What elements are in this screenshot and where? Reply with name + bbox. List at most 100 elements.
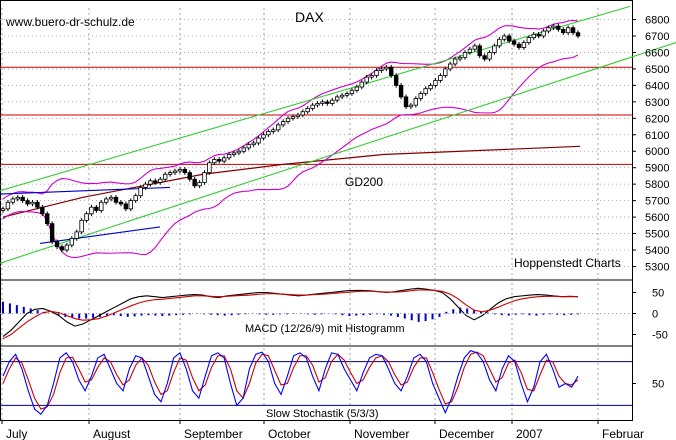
candle-body — [487, 52, 492, 60]
month-label: December — [439, 427, 494, 440]
candle-body — [45, 213, 50, 225]
candle-body — [35, 201, 40, 208]
candle-body — [221, 157, 227, 162]
candle-body — [128, 200, 133, 210]
candle-body — [123, 203, 129, 210]
candle-body — [565, 27, 571, 34]
candle-body — [364, 76, 369, 83]
candle-body — [561, 29, 566, 34]
bollinger-lower — [2, 54, 579, 259]
month-label: Februar — [602, 427, 644, 440]
candle-body — [526, 37, 532, 43]
candle-body — [172, 170, 178, 174]
candle-body — [330, 99, 335, 104]
candle-body — [379, 68, 384, 71]
candle-body — [443, 68, 448, 76]
candle-body — [393, 75, 399, 86]
candle-body — [261, 134, 266, 139]
price-axis-ticks: 5300 5400 5500 5600 5700 5800 5900 6000 6100 6200… — [632, 15, 669, 273]
candle-body — [231, 152, 237, 155]
credit-label: Hoppenstedt Charts — [514, 256, 621, 270]
gd200-series — [2, 145, 581, 218]
candle-body — [54, 241, 60, 248]
month-label: October — [268, 427, 311, 440]
month-label: September — [184, 427, 243, 440]
candle-body — [133, 195, 138, 202]
candle-body — [113, 196, 119, 203]
stoch-lines — [2, 350, 579, 415]
macd-label: MACD (12/26/9) mit Histogramm — [245, 323, 405, 335]
candle-body — [158, 178, 163, 183]
candle-body — [408, 104, 414, 108]
stoch-tick-label: 50 — [652, 379, 664, 391]
macd-tick-label: 0 — [652, 309, 658, 321]
price-tick-label: 5400 — [645, 245, 669, 257]
candle-body — [389, 66, 394, 76]
candle-body — [541, 30, 546, 37]
candle-body — [153, 180, 158, 183]
candle-body — [251, 142, 256, 146]
candle-body — [438, 75, 443, 81]
candle-body — [334, 96, 340, 101]
price-tick-label: 6000 — [645, 146, 669, 158]
candle-body — [271, 129, 276, 132]
candle-body — [502, 35, 507, 40]
candle-body — [423, 88, 428, 95]
candle-body — [477, 45, 482, 57]
candle-body — [0, 208, 6, 211]
candle-body — [575, 32, 581, 37]
month-label: 2007 — [516, 427, 543, 440]
candle-body — [246, 144, 251, 149]
candle-body — [148, 180, 153, 185]
price-tick-label: 6300 — [645, 97, 669, 109]
price-tick-label: 6800 — [645, 15, 669, 27]
candle-body — [482, 55, 487, 60]
grid — [0, 8, 632, 420]
candle-body — [516, 43, 522, 48]
candle-body — [99, 201, 104, 211]
candle-body — [20, 196, 25, 202]
macd-axis-ticks: 50 0 -50 — [0, 288, 668, 342]
macd-lines — [2, 287, 579, 340]
candle-body — [108, 196, 114, 200]
candle-body — [167, 172, 173, 175]
price-tick-label: 5300 — [645, 261, 669, 273]
candle-body — [546, 27, 551, 32]
candlestick-series — [0, 23, 581, 253]
candle-body — [472, 45, 477, 50]
candle-body — [74, 231, 79, 239]
short-trend-line — [39, 226, 161, 244]
month-axis: July August September October November Decemb… — [1, 420, 644, 440]
price-tick-label: 6200 — [645, 113, 669, 125]
price-tick-label: 5800 — [645, 179, 669, 191]
price-tick-label: 5900 — [645, 163, 669, 175]
candle-body — [320, 101, 325, 104]
candle-body — [403, 96, 409, 108]
macd-tick-label: -50 — [652, 330, 668, 342]
bollinger-upper — [2, 19, 579, 200]
candle-body — [84, 213, 89, 221]
candle-body — [462, 52, 468, 58]
price-tick-label: 5500 — [645, 229, 669, 241]
gd200-line — [2, 145, 581, 218]
gd200-label: GD200 — [345, 175, 383, 189]
candle-body — [536, 33, 541, 37]
month-label: July — [6, 427, 27, 440]
candle-body — [531, 33, 536, 39]
stoch-label-bg — [263, 406, 381, 420]
candle-body — [305, 108, 310, 113]
month-label: November — [354, 427, 409, 440]
stoch-label: Slow Stochastik (5/3/3) — [266, 408, 379, 420]
candle-body — [467, 48, 473, 53]
candle-body — [511, 40, 517, 45]
plot-frame — [0, 0, 633, 421]
candle-body — [384, 66, 389, 70]
candle-body — [202, 172, 207, 183]
candle-body — [339, 94, 345, 98]
candle-body — [187, 172, 192, 180]
candle-body — [236, 150, 242, 154]
watermark: www.buero-dr-schulz.de — [5, 15, 135, 29]
candle-body — [192, 178, 197, 187]
candle-body — [10, 198, 16, 203]
